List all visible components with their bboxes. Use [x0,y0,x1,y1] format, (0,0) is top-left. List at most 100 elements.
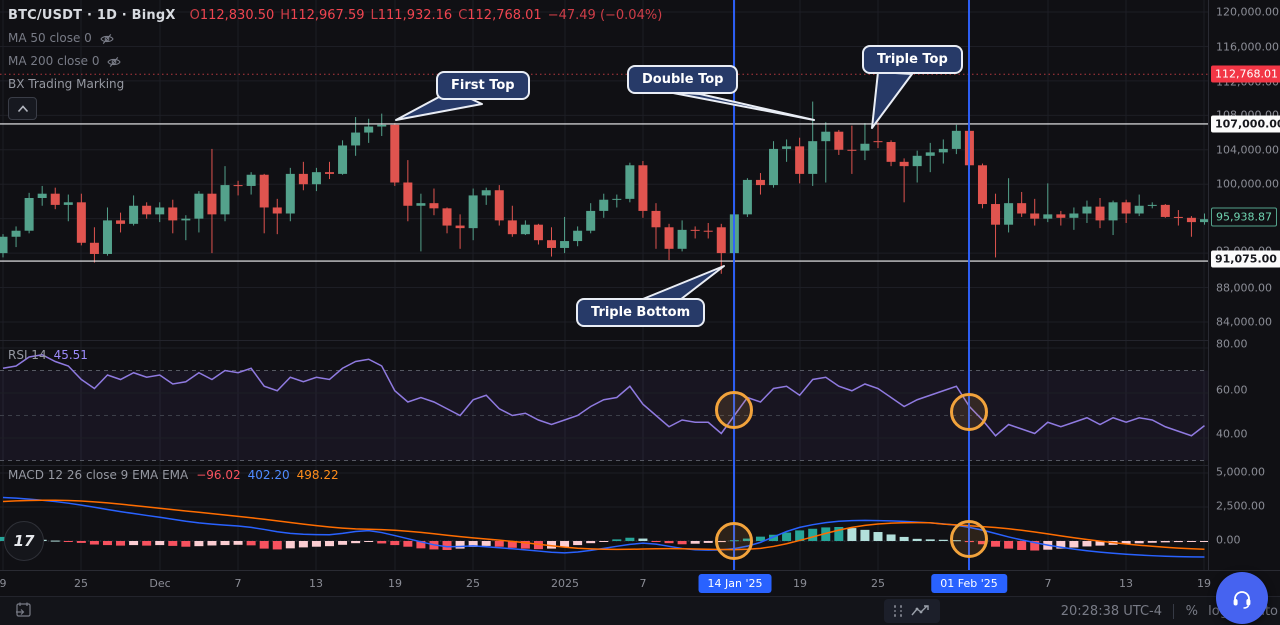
candle-body [311,172,321,185]
drag-handle-icon[interactable] [893,605,904,617]
macd-histogram-bar [1004,541,1014,549]
rsi-legend[interactable]: RSI 14 45.51 [8,348,88,362]
axis-price-badge: 91,075.00 [1211,250,1280,268]
macd-line [2,496,1205,558]
candle-body [338,145,348,174]
double-top-callout[interactable]: Double Top [627,65,739,94]
macd-cross-circle-jan[interactable] [715,522,753,560]
macd-histogram-bar [821,527,831,541]
macd-histogram-bar [102,541,112,546]
legend-row-bx-marking[interactable]: BX Trading Marking [8,73,662,96]
candle-body [1095,206,1105,221]
macd-histogram-bar [847,528,857,541]
event-line-14-jan[interactable] [733,0,735,570]
candle-body [690,229,700,231]
time-axis-tick: 25 [466,577,480,590]
macd-histogram-bar [1056,541,1066,549]
candle-body [847,149,857,151]
candle-body [795,146,805,174]
axis-price-label: 0.00 [1216,533,1241,547]
macd-histogram-bar [403,541,413,547]
candle-body [716,227,726,254]
macd-histogram-bar [886,534,896,541]
support-fab-button[interactable] [1216,572,1268,624]
rsi-chart[interactable] [0,341,1208,465]
macd-histogram-bar [194,541,204,547]
candle-body [1134,205,1144,214]
candle-body [259,174,269,208]
candle-body [116,220,126,224]
clock-display[interactable]: 20:28:38 UTC-4 [1060,604,1162,619]
time-axis-date-badge[interactable]: 14 Jan '25 [698,574,772,593]
rsi-cross-circle-feb[interactable] [950,393,988,431]
candle-body [808,141,818,174]
triple-top-callout[interactable]: Triple Top [862,45,963,74]
candle-body [991,204,1001,225]
collapse-legend-button[interactable] [8,97,37,120]
axis-price-label: 116,000.00 [1216,40,1279,54]
axis-price-badge: 107,000.00 [1211,115,1280,133]
bottom-toolbar: 20:28:38 UTC-4 % log auto [0,596,1280,625]
symbol-title: BTC/USDT · 1D · BingX [8,8,176,23]
candle-body [1186,217,1196,223]
rsi-pane[interactable] [0,340,1208,466]
time-axis-tick: Dec [149,577,171,590]
macd-histogram-bar [1095,541,1105,546]
candle-body [834,131,844,150]
headset-icon [1233,591,1251,609]
triple-bottom-callout[interactable]: Triple Bottom [576,298,706,327]
macd-histogram-bar [769,534,779,541]
candle-body [377,124,387,127]
ma200-label: MA 200 close 0 [8,54,100,68]
eye-off-icon[interactable] [107,55,122,69]
macd-histogram-bar [259,541,269,549]
candle-body [625,165,635,199]
macd-histogram-bar [690,541,700,544]
chart-tools-pill[interactable] [884,599,940,623]
candle-body [507,220,517,235]
legend-row-symbol[interactable]: BTC/USDT · 1D · BingX O112,830.50 H112,967… [8,4,662,27]
macd-histogram-bar [782,532,792,541]
legend-row-ma50[interactable]: MA 50 close 0 [8,27,662,50]
macd-histogram-bar [938,539,948,541]
macd-histogram-bar [599,541,609,542]
candle-body [351,132,361,146]
axis-price-label: 60.00 [1216,383,1248,397]
time-axis-tick: 7 [234,577,242,590]
ma50-label: MA 50 close 0 [8,31,92,45]
go-to-date-button[interactable] [14,600,33,625]
macd-histogram-bar [612,539,622,541]
price-axis[interactable]: 120,000.00116,000.00112,000.00108,000.00… [1208,0,1280,570]
macd-histogram-bar [991,541,1001,547]
candle-body [677,229,687,249]
line-chart-icon[interactable] [910,604,931,618]
macd-histogram-bar [1186,541,1196,542]
eye-off-icon[interactable] [100,32,114,46]
candle-body [442,208,452,226]
candle-body [1160,204,1170,217]
candle-body [886,142,896,162]
tradingview-logo[interactable]: 17 [4,521,44,561]
candle-body [1082,206,1092,214]
candle-body [416,203,426,206]
candle-body [272,207,282,214]
legend-row-ma200[interactable]: MA 200 close 0 [8,50,662,73]
candle-body [638,165,648,211]
candle-body [37,193,47,198]
macd-legend[interactable]: MACD 12 26 close 9 EMA EMA −96.02 402.20 49… [8,468,339,482]
macd-histogram-bar [481,541,491,546]
event-line-01-feb[interactable] [968,0,970,570]
rsi-cross-circle-jan[interactable] [715,391,753,429]
macd-cross-circle-feb[interactable] [950,520,988,558]
candle-body [429,203,439,209]
candle-body [494,190,504,221]
rsi-line [2,353,1205,437]
candle-body [168,207,178,221]
macd-histogram-bar [912,538,922,541]
percent-scale-button[interactable]: % [1185,604,1198,619]
axis-price-badge: 95,938.87 [1211,207,1277,227]
time-axis[interactable]: 9 25 Dec 7 13 19 25 2025 7 14 Jan '25 19 25 01 Feb '… [0,570,1280,597]
time-axis-date-badge[interactable]: 01 Feb '25 [931,574,1007,593]
candle-body [0,236,8,254]
macd-histogram-bar [899,536,909,541]
